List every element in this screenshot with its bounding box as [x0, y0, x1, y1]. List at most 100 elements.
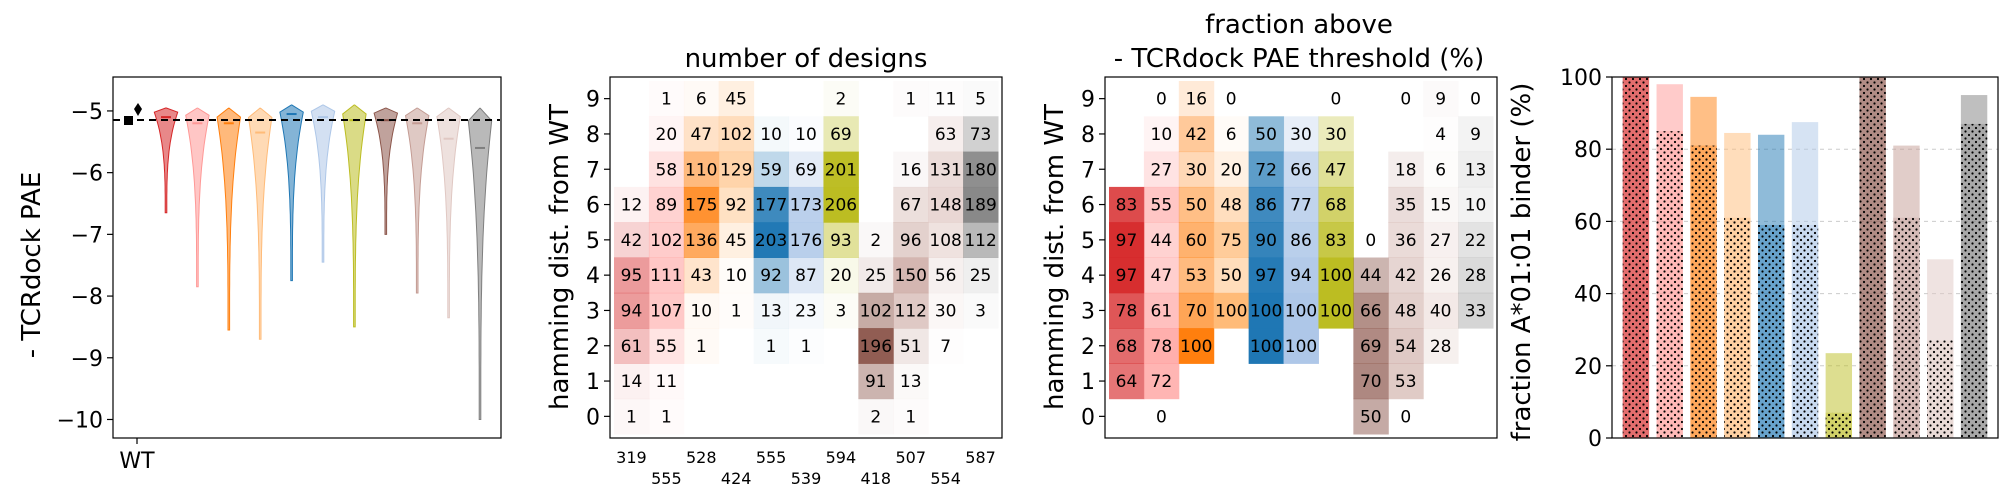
heatmap-cell — [928, 292, 964, 329]
bar-subset-hatch — [1656, 131, 1683, 438]
heatmap-cell-label: 100 — [1215, 301, 1247, 321]
heatmap-cell-label: 70 — [1360, 372, 1382, 392]
fraction-heatmap-cells: 6468789797830727861474455271001007053605… — [1109, 81, 1494, 435]
heatmap-cell — [963, 186, 999, 223]
heatmap-cell — [1178, 186, 1215, 223]
heatmap-cell-label: 100 — [1320, 266, 1352, 286]
heatmap-cell — [753, 222, 790, 258]
heatmap-cell-label: 25 — [970, 266, 992, 286]
heatmap-cell — [1143, 116, 1180, 153]
heatmap-cell — [788, 222, 824, 258]
heatmap-cell-label: 44 — [1151, 231, 1173, 251]
heatmap-cell-label: 83 — [1116, 196, 1138, 216]
heatmap-y-tick-label: 2 — [1081, 335, 1095, 360]
heatmap-cell-label: 60 — [1185, 231, 1207, 251]
heatmap-cell — [858, 292, 894, 329]
heatmap-cell-label: 58 — [656, 160, 678, 180]
heatmap-cell — [1388, 363, 1424, 400]
heatmap-cell-label: 87 — [795, 266, 817, 286]
heatmap-cell — [823, 151, 859, 188]
designs-heatmap-panel: number of designs hamming dist. from WT … — [545, 44, 1003, 488]
heatmap-cell — [893, 222, 929, 258]
heatmap-cell-label: 148 — [929, 196, 961, 216]
heatmap-y-tick-label: 9 — [586, 88, 600, 113]
heatmap-cell — [1213, 151, 1250, 188]
heatmap-cell — [614, 292, 650, 329]
heatmap-cell — [1458, 292, 1494, 329]
violins — [153, 104, 493, 420]
heatmap-cell-label: 111 — [650, 266, 682, 286]
heatmap-cell-label: 22 — [1465, 231, 1487, 251]
heatmap-cell — [1423, 81, 1459, 117]
heatmap-cell-label: 2 — [835, 90, 846, 110]
heatmap-cell-label: 92 — [760, 266, 782, 286]
bar-y-tick-label: 0 — [1588, 427, 1602, 452]
heatmap-cell — [718, 257, 755, 294]
heatmap-cell — [683, 222, 720, 258]
designs-heatmap-title: number of designs — [685, 44, 928, 74]
heatmap-cell-label: 45 — [725, 90, 747, 110]
heatmap-cell — [753, 257, 790, 294]
heatmap-cell-label: 69 — [1360, 337, 1382, 357]
heatmap-cell-label: 20 — [830, 266, 852, 286]
violin-y-tick-label: −5 — [71, 100, 103, 125]
heatmap-cell-label: 1 — [766, 337, 777, 357]
heatmap-cell-label: 12 — [621, 196, 643, 216]
heatmap-cell-label: 47 — [1325, 160, 1347, 180]
heatmap-cell — [1248, 186, 1285, 223]
heatmap-cell-label: 50 — [1255, 125, 1277, 145]
heatmap-cell — [1213, 222, 1250, 258]
heatmap-cell — [893, 186, 929, 223]
heatmap-y-tick-label: 6 — [1081, 194, 1095, 219]
heatmap-cell-label: 1 — [696, 337, 707, 357]
heatmap-cell — [963, 257, 999, 294]
heatmap-y-tick-label: 7 — [586, 158, 600, 183]
heatmap-cell-label: 102 — [860, 301, 892, 321]
heatmap-cell — [753, 186, 790, 223]
bar-y-tick-label: 60 — [1574, 210, 1602, 235]
heatmap-cell-label: 189 — [964, 196, 996, 216]
heatmap-cell-label: 95 — [621, 266, 643, 286]
heatmap-cell — [1213, 292, 1250, 329]
heatmap-cell — [823, 292, 859, 329]
bar-subset-hatch — [1825, 412, 1853, 438]
heatmap-cell-label: 129 — [720, 160, 752, 180]
bar-y-ticks: 0 20 40 60 80 100 — [1560, 66, 1612, 452]
heatmap-cell — [1178, 81, 1215, 117]
heatmap-cell — [1143, 222, 1180, 258]
heatmap-cell — [928, 257, 964, 294]
heatmap-cell-label: 77 — [1290, 196, 1312, 216]
heatmap-cell — [788, 151, 824, 188]
violin-body — [279, 104, 304, 282]
heatmap-cell — [1143, 186, 1180, 223]
heatmap-cell — [1318, 186, 1354, 223]
designs-heatmap-frame — [609, 76, 1003, 439]
heatmap-cell — [1109, 363, 1145, 400]
heatmap-cell-label: 6 — [1435, 160, 1446, 180]
heatmap-cell — [614, 363, 650, 400]
heatmap-cell — [1143, 257, 1180, 294]
heatmap-cell-label: 13 — [1465, 160, 1487, 180]
heatmap-cell-label: 14 — [621, 372, 643, 392]
heatmap-cell — [1283, 292, 1319, 329]
heatmap-cell — [858, 257, 894, 294]
bar-y-tick-label: 20 — [1574, 355, 1602, 380]
violin-body — [373, 107, 399, 235]
heatmap-cell — [893, 257, 929, 294]
heatmap-cell — [1283, 151, 1319, 188]
heatmap-cell — [648, 116, 685, 153]
heatmap-cell-label: 42 — [1185, 125, 1207, 145]
heatmap-cell-label: 100 — [1285, 337, 1317, 357]
heatmap-cell — [1248, 328, 1285, 364]
heatmap-cell-label: 69 — [830, 125, 852, 145]
violin-body — [310, 104, 336, 263]
heatmap-cell-label: 47 — [690, 125, 712, 145]
heatmap-cell-label: 94 — [621, 301, 643, 321]
heatmap-cell-label: 2 — [870, 407, 881, 427]
heatmap-y-tick-label: 0 — [1081, 405, 1095, 430]
wt-diamond-marker — [134, 103, 142, 116]
heatmap-cell — [1143, 328, 1180, 364]
heatmap-cell-label: 20 — [656, 125, 678, 145]
heatmap-cell — [1458, 116, 1494, 153]
